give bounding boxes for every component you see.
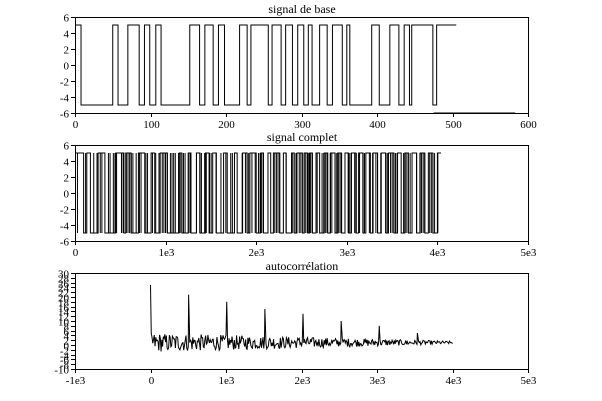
plot-frame bbox=[75, 17, 529, 114]
y-tick-label: -10 bbox=[54, 365, 69, 377]
y-tick-label: 26 bbox=[58, 279, 70, 291]
x-tick-label: 5e3 bbox=[521, 375, 537, 387]
y-tick-label: -8 bbox=[60, 360, 70, 372]
y-tick-label: 18 bbox=[58, 298, 70, 310]
x-tick-label: 200 bbox=[218, 119, 235, 131]
y-axis: -6 -4 -2 0 2 4 6 bbox=[60, 13, 75, 121]
y-tick-label: 4 bbox=[64, 157, 70, 169]
chart-panel-signal-complet: signal complet 0 1e3 2e3 3e3 4e3 5e3 -6 -4 -2 0 2… bbox=[60, 130, 537, 259]
y-tick-label: -6 bbox=[60, 109, 70, 121]
y-tick-label: -4 bbox=[60, 93, 70, 105]
x-tick-label: 0 bbox=[73, 247, 79, 259]
chart-panel-autocorrelation: autocorrélation -1e3 0 1e3 2e3 3e3 4e3 5e3 -10… bbox=[54, 259, 537, 387]
y-tick-label: -4 bbox=[60, 221, 70, 233]
y-tick-label: 22 bbox=[58, 288, 69, 300]
x-tick-label: 300 bbox=[294, 119, 311, 131]
x-tick-label: 2e3 bbox=[295, 375, 311, 387]
chart-panel-signal-de-base: signal de base 0 100 200 300 400 500 600 -6-4-… bbox=[60, 2, 537, 131]
x-tick-label: 400 bbox=[369, 119, 386, 131]
plot-frame bbox=[75, 145, 529, 242]
y-tick-label: 16 bbox=[58, 303, 70, 315]
series-group bbox=[75, 24, 516, 114]
series-line-0 bbox=[75, 152, 442, 234]
y-tick-label: 10 bbox=[58, 317, 70, 329]
y-tick-label: -2 bbox=[60, 77, 69, 89]
y-tick-label: 8 bbox=[64, 322, 70, 334]
x-tick-label: 500 bbox=[445, 119, 462, 131]
series-group bbox=[150, 284, 453, 352]
y-axis: -6 -4 -2 0 2 4 6 bbox=[60, 141, 75, 249]
y-tick-label: 20 bbox=[58, 293, 70, 305]
y-tick-label: 14 bbox=[58, 307, 70, 319]
x-tick-label: 1e3 bbox=[219, 375, 235, 387]
y-tick-label: 30 bbox=[58, 269, 70, 281]
x-axis: 0 1e3 2e3 3e3 4e3 5e3 bbox=[73, 241, 537, 259]
x-tick-label: 3e3 bbox=[370, 375, 386, 387]
y-tick-label: -4 bbox=[60, 351, 70, 363]
y-tick-label: 0 bbox=[64, 189, 70, 201]
y-tick-label: 2 bbox=[64, 45, 70, 57]
x-tick-label: 100 bbox=[143, 119, 160, 131]
y-tick-label: -6 bbox=[60, 237, 70, 249]
series-line-0 bbox=[75, 24, 457, 106]
y-tick-label: 0 bbox=[64, 61, 70, 73]
y-tick-label: 12 bbox=[58, 312, 69, 324]
series-group bbox=[75, 152, 442, 234]
y-tick-label: -6 bbox=[60, 355, 70, 367]
x-tick-label: 1e3 bbox=[159, 247, 175, 259]
y-tick-label: 24 bbox=[58, 283, 70, 295]
y-tick-label: 4 bbox=[64, 29, 70, 41]
x-tick-label: 4e3 bbox=[446, 375, 462, 387]
y-tick-label: 0 bbox=[64, 341, 70, 353]
series-line-0 bbox=[150, 284, 453, 352]
y-tick-label: 2 bbox=[64, 173, 70, 185]
x-tick-label: 3e3 bbox=[340, 247, 356, 259]
chart-title: signal complet bbox=[267, 130, 338, 144]
x-tick-label: 600 bbox=[520, 119, 537, 131]
y-tick-label: 6 bbox=[64, 141, 70, 153]
chart-title: autocorrélation bbox=[266, 259, 339, 273]
x-axis: 0 100 200 300 400 500 600 bbox=[73, 113, 537, 131]
y-tick-label: 4 bbox=[64, 331, 70, 343]
x-tick-label: -1e3 bbox=[66, 375, 86, 387]
x-tick-label: 2e3 bbox=[249, 247, 265, 259]
y-tick-label: 6 bbox=[64, 13, 70, 25]
y-tick-label: 2 bbox=[64, 336, 70, 348]
x-axis: -1e3 0 1e3 2e3 3e3 4e3 5e3 bbox=[66, 369, 537, 387]
x-tick-label: 0 bbox=[149, 375, 155, 387]
x-tick-label: 0 bbox=[73, 119, 79, 131]
plot-frame bbox=[75, 273, 529, 370]
y-tick-label: 28 bbox=[58, 274, 70, 286]
y-tick-label: -2 bbox=[60, 346, 69, 358]
y-tick-label: 6 bbox=[64, 327, 70, 339]
chart-title: signal de base bbox=[268, 2, 335, 16]
y-tick-label: -2 bbox=[60, 205, 69, 217]
x-tick-label: 5e3 bbox=[521, 247, 537, 259]
x-tick-label: 4e3 bbox=[430, 247, 446, 259]
